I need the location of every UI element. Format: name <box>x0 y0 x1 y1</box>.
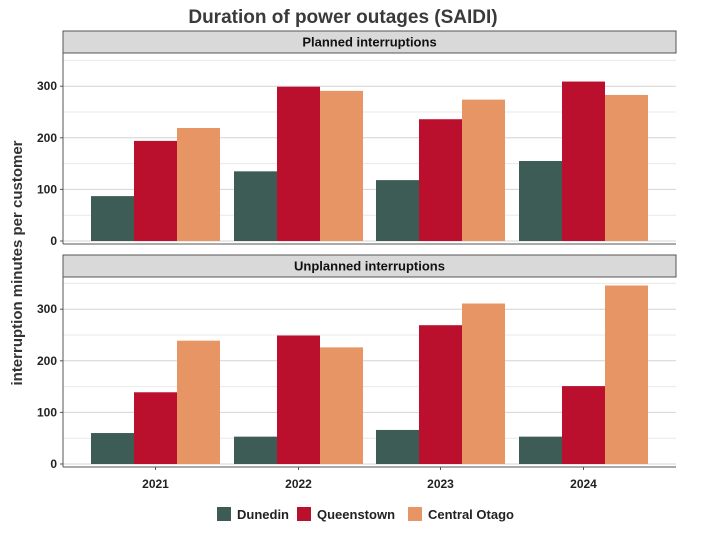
legend-label-central-otago: Central Otago <box>428 507 514 522</box>
x-tick-label: 2023 <box>427 477 454 491</box>
y-tick-label: 300 <box>37 79 57 93</box>
bar-central-otago-2024 <box>605 285 648 464</box>
bar-queenstown-2023 <box>419 325 462 464</box>
bar-dunedin-2024 <box>519 161 562 241</box>
facet-strip <box>62 30 677 54</box>
bar-queenstown-2021 <box>134 140 177 241</box>
legend-swatch-central-otago <box>408 507 422 521</box>
legend-label-dunedin: Dunedin <box>237 507 289 522</box>
bar-queenstown-2021 <box>134 392 177 464</box>
legend-swatch-dunedin <box>217 507 231 521</box>
y-tick-label: 0 <box>50 234 57 248</box>
legend-label-queenstown: Queenstown <box>317 507 395 522</box>
bar-central-otago-2023 <box>462 99 505 241</box>
x-tick-label: 2021 <box>142 477 169 491</box>
bar-dunedin-2021 <box>91 196 134 241</box>
bar-queenstown-2022 <box>277 86 320 241</box>
facet-strip <box>62 254 677 278</box>
y-axis-label: interruption minutes per customer <box>9 140 26 385</box>
bar-dunedin-2021 <box>91 433 134 464</box>
panel-unplanned: Unplanned interruptions 0 100 200 300 <box>37 254 677 471</box>
legend: Dunedin Queenstown Central Otago <box>217 507 514 522</box>
facet-panels: Planned interruptions0100200300Unplanned… <box>37 30 677 471</box>
bar-dunedin-2022 <box>234 436 277 464</box>
bar-central-otago-2022 <box>320 347 363 464</box>
facet-title: Unplanned interruptions <box>294 259 445 274</box>
bar-central-otago-2023 <box>462 303 505 464</box>
bar-central-otago-2024 <box>605 94 648 241</box>
bar-dunedin-2022 <box>234 171 277 241</box>
bar-dunedin-2023 <box>376 180 419 241</box>
legend-swatch-queenstown <box>297 507 311 521</box>
panel-planned: Planned interruptions 0 100 200 300 <box>37 30 677 248</box>
bar-queenstown-2024 <box>562 81 605 241</box>
bar-dunedin-2023 <box>376 429 419 464</box>
y-tick-label: 100 <box>37 405 57 419</box>
facet-title: Planned interruptions <box>302 35 436 50</box>
bar-queenstown-2022 <box>277 335 320 464</box>
bar-queenstown-2023 <box>419 119 462 241</box>
x-axis: 2021 2022 2023 2024 <box>142 467 597 491</box>
bar-queenstown-2024 <box>562 386 605 464</box>
y-tick-label: 300 <box>37 302 57 316</box>
bar-central-otago-2021 <box>177 127 220 241</box>
bar-central-otago-2021 <box>177 340 220 464</box>
y-tick-label: 200 <box>37 131 57 145</box>
chart-title: Duration of power outages (SAIDI) <box>188 7 497 28</box>
y-tick-label: 0 <box>50 457 57 471</box>
bar-central-otago-2022 <box>320 90 363 242</box>
bar-dunedin-2024 <box>519 436 562 464</box>
y-tick-label: 200 <box>37 354 57 368</box>
x-tick-label: 2022 <box>285 477 312 491</box>
x-tick-label: 2024 <box>570 477 597 491</box>
y-tick-label: 100 <box>37 182 57 196</box>
